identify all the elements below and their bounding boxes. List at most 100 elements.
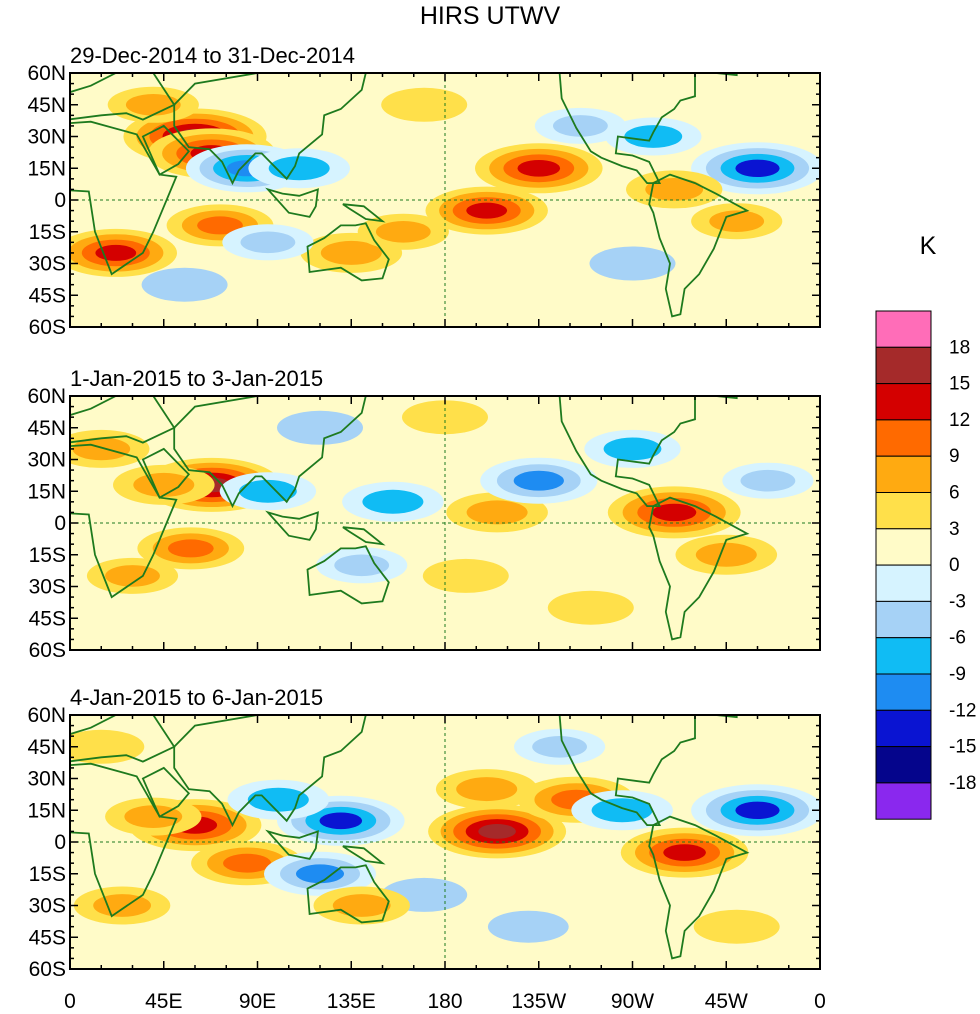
panel-3-coastline-9 [648, 815, 750, 960]
panel-2-anomaly-5-level-2 [362, 489, 424, 514]
panel-3-ylabel-2: 45N [27, 736, 66, 759]
panel-3-coastline-3 [141, 766, 191, 818]
panel-1-ylabel-7: 30S [29, 253, 66, 276]
panel-2-ylabel-8: 45S [29, 607, 66, 630]
x-axis: 0 45E 90E 135E 180 135W 90W 45W 0 [64, 990, 826, 1013]
panel-1-anomaly-8-level-4 [517, 160, 561, 177]
colorbar-label-6: 3 [949, 519, 960, 540]
panel-3-anomaly-12-level-2 [532, 736, 587, 758]
panel-2-anomaly-6-level-4 [652, 503, 697, 522]
panel-2-anomaly-7-level-2 [603, 437, 662, 461]
colorbar-box-8 [875, 564, 932, 602]
panel-3-anomaly-7-level-3 [296, 864, 344, 884]
panel-3-coastline-6 [265, 829, 319, 860]
xlabel-1: 0 [64, 990, 76, 1013]
panel-3-anomaly-6-level-4 [319, 812, 363, 830]
panel-2: 1-Jan-2015 to 3-Jan-2015 60N 45N 30N 15N 0 15… [27, 366, 821, 662]
panel-1-anomaly-12-level-2 [645, 178, 704, 201]
panel-3-anomaly-1-level-5 [478, 824, 516, 839]
panel-3-label: 4-Jan-2015 to 6-Jan-2015 [70, 685, 323, 710]
xlabel-2: 45E [145, 990, 182, 1013]
xlabel-5: 180 [427, 990, 462, 1013]
panel-1-ylabel-4: 15N [27, 157, 66, 180]
panel-2-anomaly-15-level-1 [547, 590, 634, 625]
panel-1-anomaly-10-level-2 [553, 115, 608, 137]
colorbar-label-1: 18 [949, 337, 970, 358]
colorbar-label-13: -18 [949, 773, 976, 794]
panel-3-anomaly-17-level-1 [693, 909, 780, 944]
panel-3-anomaly-2-level-2 [456, 777, 518, 802]
colorbar-label-12: -15 [949, 737, 976, 758]
panel-1-plot [70, 73, 820, 327]
panel-1-coastline-1 [70, 120, 178, 276]
panel-3-ylabel-3: 30N [27, 768, 66, 791]
panel-1-anomaly-5-level-3 [197, 216, 243, 235]
panel-1-anomaly-20-level-1 [141, 267, 228, 302]
panel-2-ylabel-2: 45N [27, 417, 66, 440]
panel-3-anomaly-16-level-1 [487, 910, 569, 943]
panel-2-coastline-4 [173, 396, 367, 509]
panel-2-anomaly-11-level-3 [167, 539, 214, 558]
colorbar-label-11: -12 [949, 700, 976, 721]
panel-3-ylabel-8: 45S [29, 926, 66, 949]
panel-1-coastline-7 [342, 203, 386, 223]
panel-1-anomaly-9-level-4 [735, 159, 780, 177]
panel-1-coastline-5 [306, 222, 390, 282]
colorbar-box-11 [875, 673, 932, 711]
panel-2-anomaly-3-level-2 [466, 500, 528, 525]
panel-3-ylabel-5: 0 [54, 831, 66, 854]
panel-3-ylabel-4: 15N [27, 799, 66, 822]
xlabel-9: 0 [814, 990, 826, 1013]
colorbar-unit: K [920, 232, 937, 260]
panel-2-ylabel-4: 15N [27, 480, 66, 503]
panel-1-ylabel-5: 0 [54, 189, 66, 212]
panel-2-anomaly-17-level-1 [277, 410, 363, 445]
panel-3-ylabel-9: 60S [29, 958, 66, 981]
colorbar-box-5 [875, 455, 932, 494]
colorbar-label-4: 9 [949, 446, 960, 467]
colorbar-box-10 [875, 637, 932, 675]
panel-3-anomaly-13-level-2 [93, 894, 151, 917]
colorbar: K 18 15 12 9 6 3 0 -3 -6 -9 -12 -15 -18 [875, 232, 976, 820]
panel-2-coastline-6 [265, 510, 319, 541]
xlabel-6: 135W [511, 990, 566, 1013]
xlabel-4: 135E [327, 990, 376, 1013]
panel-1-anomaly-18-level-2 [624, 125, 683, 148]
panel-1-anomaly-15-level-2 [240, 231, 296, 254]
panel-2-coastline-8 [558, 396, 696, 507]
panel-2-ylabel-3: 30N [27, 449, 66, 472]
panel-2-coastline-3 [141, 447, 191, 499]
panel-2-anomaly-9-level-2 [740, 469, 796, 492]
xlabel-8: 45W [705, 990, 748, 1013]
panel-1-ylabel-2: 45N [27, 94, 66, 117]
panel-3: 4-Jan-2015 to 6-Jan-2015 60N 45N 30N 15N 0 15… [27, 685, 821, 981]
panel-3-coastline-1 [70, 762, 178, 918]
panel-1-ylabel-9: 60S [29, 316, 66, 339]
panel-1-coastline-6 [265, 187, 319, 218]
chart-title: HIRS UTWV [420, 2, 561, 30]
colorbar-label-7: 0 [949, 555, 960, 576]
panel-2-anomaly-16-level-2 [72, 437, 131, 461]
panel-3-anomaly-19-level-2 [247, 787, 309, 812]
panel-3-coastline-5 [306, 864, 390, 924]
panel-2-ylabel-1: 60N [27, 385, 66, 408]
panel-2-anomaly-4-level-3 [513, 470, 564, 491]
colorbar-box-14 [875, 782, 932, 820]
colorbar-box-7 [875, 528, 932, 566]
panel-2-plot [70, 396, 820, 650]
panel-2-anomaly-18-level-1 [402, 400, 488, 435]
panel-3-ylabel-7: 30S [29, 895, 66, 918]
panel-3-anomaly-4-level-2 [124, 805, 183, 828]
panel-2-ylabel-6: 15S [29, 544, 66, 567]
panel-2-ylabel-9: 60S [29, 639, 66, 662]
panel-3-coastline-7 [342, 845, 386, 865]
colorbar-box-9 [875, 600, 932, 639]
panel-1-coastline-3 [141, 124, 191, 176]
panel-1-label: 29-Dec-2014 to 31-Dec-2014 [70, 43, 355, 68]
colorbar-label-8: -3 [949, 591, 966, 612]
colorbar-box-4 [875, 419, 932, 457]
panel-1-anomaly-13-level-2 [125, 94, 181, 116]
colorbar-label-2: 15 [949, 374, 970, 395]
colorbar-label-10: -9 [949, 664, 966, 685]
panel-2-coastline-7 [342, 526, 386, 546]
